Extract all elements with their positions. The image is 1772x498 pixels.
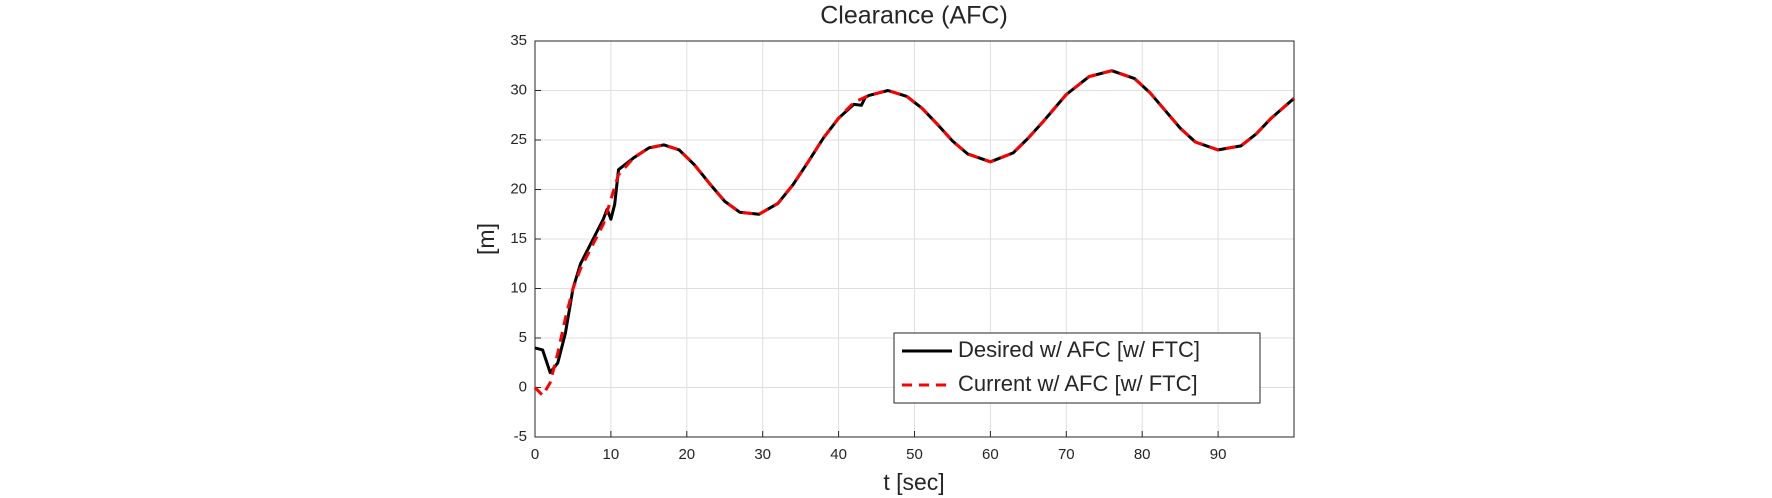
x-tick-label: 50 [906,446,923,463]
legend: Desired w/ AFC [w/ FTC] Current w/ AFC [w… [893,332,1261,404]
x-tick-label: 70 [1058,446,1075,463]
x-tick-label: 60 [982,446,999,463]
y-axis-label: [m] [473,223,499,255]
chart-title: Clearance (AFC) [820,2,1008,30]
y-tick-label: 25 [510,131,527,148]
y-tick-label: 0 [519,378,527,395]
x-tick-label: 40 [830,446,847,463]
series-line [533,69,1295,397]
x-tick-label: 30 [754,446,771,463]
x-tick-label: 80 [1134,446,1151,463]
y-tick-label: 35 [510,32,527,49]
x-tick-label: 0 [531,446,539,463]
x-tick-label: 10 [603,446,620,463]
y-tick-label: 15 [510,230,527,247]
x-axis-label: t [sec] [883,469,944,495]
legend-label: Current w/ AFC [w/ FTC] [958,371,1198,396]
y-tick-label: 10 [510,279,527,296]
x-tick-label: 20 [678,446,695,463]
x-tick-label: 90 [1210,446,1227,463]
y-tick-label: 30 [510,81,527,98]
y-tick-label: 20 [510,180,527,197]
legend-label: Desired w/ AFC [w/ FTC] [958,337,1200,362]
plot-frame [534,40,1295,438]
y-tick-label: -5 [514,428,527,445]
legend-box [893,332,1261,404]
y-tick-label: 5 [519,329,527,346]
